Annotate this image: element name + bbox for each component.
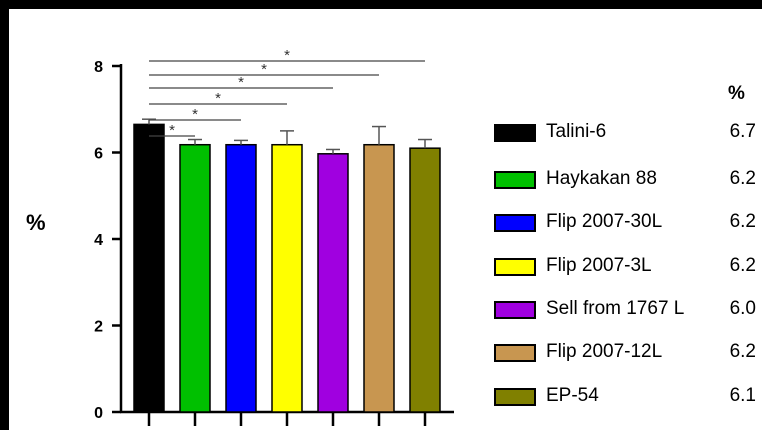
legend-item: Flip 2007-30L 6.2 bbox=[494, 210, 762, 236]
legend-item: Talini-6 6.7 bbox=[494, 120, 762, 146]
legend-swatch bbox=[494, 258, 536, 276]
legend-value: 6.7 bbox=[729, 121, 756, 142]
significance-star-1: * bbox=[169, 122, 175, 139]
significance-star-6: * bbox=[284, 47, 290, 64]
y-tick-label: 2 bbox=[94, 319, 103, 336]
legend-item: Flip 2007-12L 6.2 bbox=[494, 340, 762, 366]
legend-item: Haykakan 88 6.2 bbox=[494, 167, 762, 193]
bar-3 bbox=[225, 143, 257, 413]
legend-swatch bbox=[494, 171, 536, 189]
legend-swatch bbox=[494, 301, 536, 319]
legend-label: Sell from 1767 L bbox=[546, 298, 685, 319]
y-tick-label: 4 bbox=[94, 232, 103, 249]
y-tick-label: 0 bbox=[94, 405, 103, 422]
legend-label: Flip 2007-30L bbox=[546, 211, 663, 232]
legend-swatch bbox=[494, 124, 536, 142]
legend-value: 6.2 bbox=[729, 341, 756, 362]
legend-value: 6.2 bbox=[729, 211, 756, 232]
y-axis-label: % bbox=[26, 210, 46, 235]
legend-swatch bbox=[494, 344, 536, 362]
legend-item: Flip 2007-3L 6.2 bbox=[494, 254, 762, 280]
y-tick-label: 6 bbox=[94, 146, 103, 163]
significance-star-5: * bbox=[261, 61, 267, 78]
bar-4 bbox=[271, 143, 303, 413]
legend-value: 6.1 bbox=[729, 385, 756, 406]
legend-item: Sell from 1767 L 6.0 bbox=[494, 297, 762, 323]
significance-star-4: * bbox=[238, 74, 244, 91]
bar-5 bbox=[317, 153, 349, 413]
legend-label: EP-54 bbox=[546, 385, 599, 406]
bar-2 bbox=[179, 143, 211, 413]
legend-label: Talini-6 bbox=[546, 121, 607, 142]
significance-star-2: * bbox=[192, 106, 198, 123]
legend-swatch bbox=[494, 214, 536, 232]
legend-value: 6.0 bbox=[729, 298, 756, 319]
legend-item: EP-54 6.1 bbox=[494, 384, 762, 410]
legend-label: Flip 2007-12L bbox=[546, 341, 663, 362]
legend-label: Haykakan 88 bbox=[546, 168, 657, 189]
legend-value: 6.2 bbox=[729, 255, 756, 276]
legend-value: 6.2 bbox=[729, 168, 756, 189]
legend-label: Flip 2007-3L bbox=[546, 255, 652, 276]
y-tick-label: 8 bbox=[94, 59, 103, 76]
bar-1 bbox=[133, 123, 165, 413]
legend-percent-header: % bbox=[728, 83, 745, 104]
legend-swatch bbox=[494, 388, 536, 406]
significance-star-3: * bbox=[215, 90, 221, 107]
bar-6 bbox=[363, 143, 395, 413]
bar-7 bbox=[409, 147, 441, 413]
